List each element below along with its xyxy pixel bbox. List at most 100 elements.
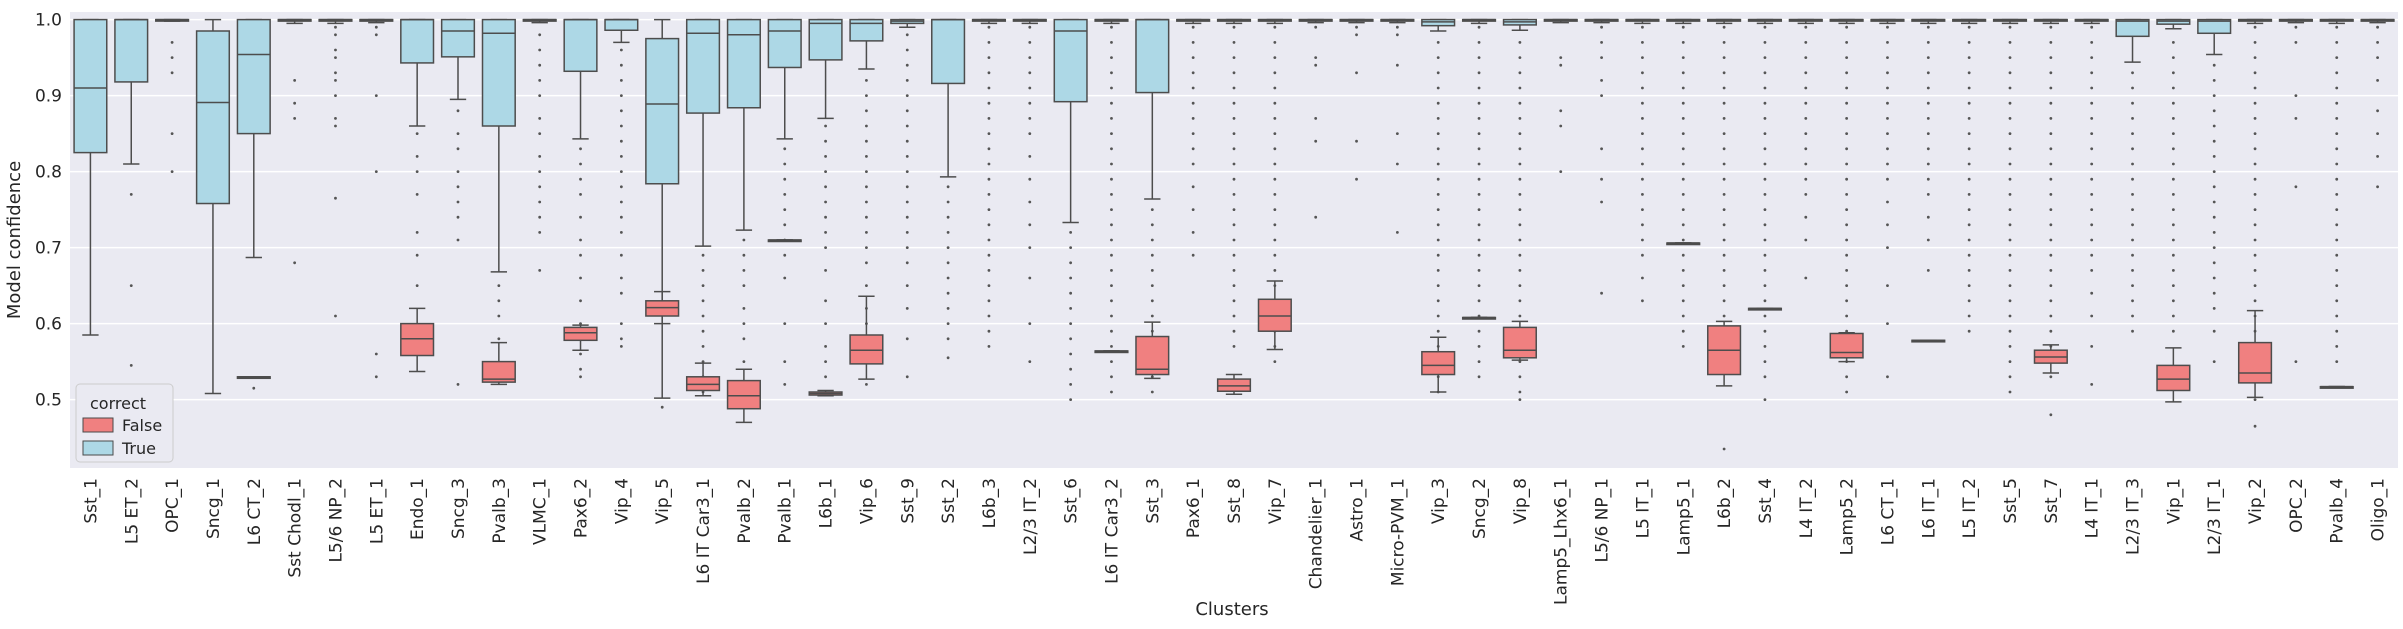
outlier-point — [1967, 132, 1971, 136]
outlier-point — [2131, 314, 2134, 318]
outlier-point — [2049, 162, 2053, 166]
outlier-point — [1232, 314, 1236, 318]
outlier-point — [2212, 329, 2216, 333]
outlier-point — [1518, 238, 1522, 242]
outlier-point — [1518, 253, 1522, 257]
outlier-point — [1232, 101, 1236, 105]
outlier-point — [946, 200, 950, 204]
outlier-point — [1436, 314, 1440, 318]
outlier-point — [1232, 269, 1236, 272]
outlier-point — [865, 284, 868, 287]
outlier-point — [1191, 117, 1195, 120]
box-iqr — [849, 334, 884, 365]
outlier-point — [374, 25, 378, 29]
outlier-point — [1967, 299, 1971, 303]
box-false-pax6-2 — [563, 324, 598, 351]
outlier-point — [905, 231, 909, 234]
outlier-point — [1886, 101, 1889, 105]
x-tick-label: L2/3 IT_1 — [2205, 478, 2225, 555]
outlier-point — [1967, 238, 1971, 242]
outlier-point — [1518, 41, 1522, 44]
outlier-point — [1477, 345, 1481, 348]
outlier-point — [1436, 162, 1440, 166]
outlier-point — [865, 155, 868, 158]
outlier-point — [1722, 25, 1726, 29]
outlier-point — [2008, 360, 2012, 363]
outlier-point — [415, 170, 419, 174]
x-tick-label: Sst_5 — [2001, 478, 2021, 524]
outlier-point — [1722, 253, 1726, 257]
outlier-point — [2090, 238, 2094, 242]
outlier-point — [1395, 33, 1399, 37]
outlier-point — [2335, 223, 2339, 227]
outlier-point — [865, 200, 868, 204]
outlier-point — [1641, 177, 1644, 181]
box-false-pvalb-2 — [726, 368, 761, 424]
outlier-point — [1967, 41, 1971, 44]
outlier-point — [1926, 147, 1930, 151]
outlier-point — [865, 246, 868, 250]
x-tick-label: OPC_1 — [163, 478, 183, 533]
outlier-point — [1028, 177, 1032, 181]
outlier-point — [2131, 162, 2134, 166]
outlier-point — [619, 139, 623, 143]
box-true-sncg-1 — [195, 18, 231, 395]
outlier-point — [987, 299, 991, 303]
outlier-point — [1559, 63, 1563, 67]
box-true-vip-2 — [2237, 18, 2273, 428]
outlier-point — [2376, 25, 2379, 29]
outlier-point — [1722, 177, 1726, 181]
outlier-point — [2212, 155, 2216, 158]
x-tick-label: L6 IT Car3_1 — [694, 478, 714, 584]
outlier-point — [1967, 71, 1971, 75]
box-iqr — [1421, 18, 1456, 27]
outlier-point — [2171, 284, 2175, 287]
outlier-point — [1110, 71, 1113, 75]
x-tick-label: Sst_8 — [1225, 478, 1245, 524]
box-false-pvalb-4 — [2319, 385, 2354, 389]
x-tick-label: L6b_2 — [1715, 478, 1735, 528]
outlier-point — [1600, 147, 1603, 151]
outlier-point — [1845, 223, 1849, 227]
outlier-point — [334, 48, 337, 52]
outlier-point — [2335, 56, 2339, 59]
box-iqr — [931, 18, 966, 85]
legend-label-true: True — [121, 439, 156, 458]
box-true-vip-5 — [645, 18, 680, 409]
outlier-point — [824, 170, 827, 174]
outlier-point — [1845, 56, 1849, 59]
outlier-point — [865, 383, 868, 386]
x-tick-label: Sncg_2 — [1470, 478, 1490, 539]
box-false-l6b-1 — [808, 389, 843, 397]
outlier-point — [1722, 86, 1726, 90]
outlier-point — [987, 86, 991, 90]
outlier-point — [987, 132, 991, 136]
x-tick-label: Vip_6 — [857, 478, 877, 524]
outlier-point — [1110, 56, 1113, 59]
outlier-point — [538, 170, 542, 174]
outlier-point — [2253, 101, 2257, 105]
box-true-l5-6-np-2 — [318, 18, 353, 318]
outlier-point — [1232, 299, 1236, 303]
outlier-point — [1150, 253, 1154, 257]
box-iqr — [849, 18, 884, 42]
outlier-point — [334, 196, 337, 200]
box-true-sncg-2 — [1461, 18, 1497, 379]
box-true-lamp5-1 — [1666, 18, 1701, 348]
outlier-point — [456, 383, 460, 386]
outlier-point — [2335, 41, 2339, 44]
outlier-point — [2008, 253, 2012, 257]
outlier-point — [2090, 177, 2094, 181]
outlier-point — [1477, 360, 1481, 363]
x-tick-label: L6b_3 — [980, 478, 1000, 528]
outlier-point — [1232, 208, 1236, 212]
outlier-point — [1232, 25, 1236, 29]
outlier-point — [619, 155, 623, 158]
outlier-point — [824, 215, 827, 219]
outlier-point — [946, 322, 950, 325]
x-tick-label: Sst Chodl_1 — [286, 478, 306, 578]
outlier-point — [1436, 269, 1440, 272]
outlier-point — [2376, 132, 2379, 136]
x-tick-label: L6 IT Car3_2 — [1102, 478, 1122, 584]
outlier-point — [1273, 25, 1277, 29]
